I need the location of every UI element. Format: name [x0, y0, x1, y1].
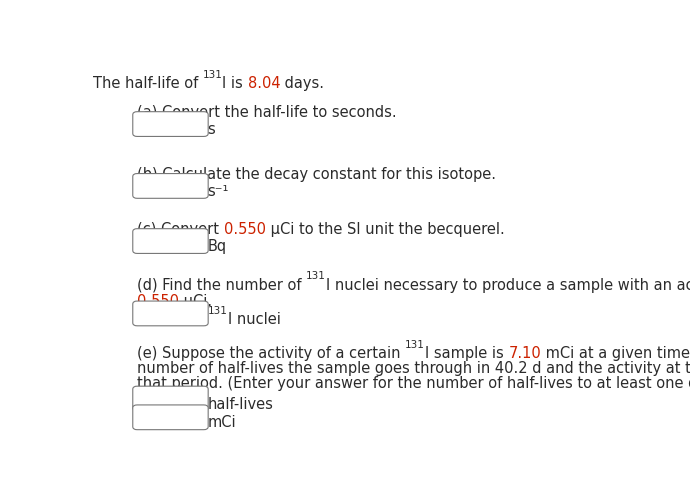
Text: (e) Suppose the activity of a certain: (e) Suppose the activity of a certain — [137, 346, 405, 361]
FancyBboxPatch shape — [132, 112, 208, 136]
Text: Bq: Bq — [208, 239, 227, 254]
Text: (d) Find the number of: (d) Find the number of — [137, 278, 306, 293]
FancyBboxPatch shape — [132, 173, 208, 198]
Text: 131: 131 — [405, 340, 425, 350]
Text: 0.550: 0.550 — [137, 294, 179, 309]
Text: (c) Convert: (c) Convert — [137, 222, 224, 237]
Text: (b) Calculate the decay constant for this isotope.: (b) Calculate the decay constant for thi… — [137, 167, 496, 182]
Text: 7.10: 7.10 — [509, 346, 541, 361]
Text: s⁻¹: s⁻¹ — [208, 184, 229, 199]
Text: number of half-lives the sample goes through in 40.2 d and the activity at the e: number of half-lives the sample goes thr… — [137, 361, 690, 376]
Text: 8.04: 8.04 — [248, 76, 280, 92]
FancyBboxPatch shape — [132, 229, 208, 253]
Text: half-lives: half-lives — [208, 397, 273, 412]
Text: I is: I is — [222, 76, 248, 92]
Text: mCi at a given time. Find the: mCi at a given time. Find the — [541, 346, 690, 361]
Text: μCi.: μCi. — [179, 294, 213, 309]
Text: 131: 131 — [208, 305, 228, 316]
Text: 131: 131 — [203, 70, 222, 80]
Text: I nuclei necessary to produce a sample with an activity of: I nuclei necessary to produce a sample w… — [326, 278, 690, 293]
FancyBboxPatch shape — [132, 405, 208, 430]
Text: 0.550: 0.550 — [224, 222, 266, 237]
Text: I sample is: I sample is — [425, 346, 509, 361]
Text: s: s — [208, 122, 215, 137]
FancyBboxPatch shape — [132, 301, 208, 326]
Text: days.: days. — [280, 76, 324, 92]
Text: (a) Convert the half-life to seconds.: (a) Convert the half-life to seconds. — [137, 104, 397, 119]
Text: that period. (Enter your answer for the number of half-lives to at least one dec: that period. (Enter your answer for the … — [137, 376, 690, 392]
Text: The half-life of: The half-life of — [92, 76, 203, 92]
Text: I nuclei: I nuclei — [228, 312, 280, 327]
Text: place.): place.) — [137, 392, 187, 407]
Text: μCi to the SI unit the becquerel.: μCi to the SI unit the becquerel. — [266, 222, 504, 237]
Text: mCi: mCi — [208, 415, 236, 431]
Text: 131: 131 — [306, 271, 326, 281]
FancyBboxPatch shape — [132, 386, 208, 411]
